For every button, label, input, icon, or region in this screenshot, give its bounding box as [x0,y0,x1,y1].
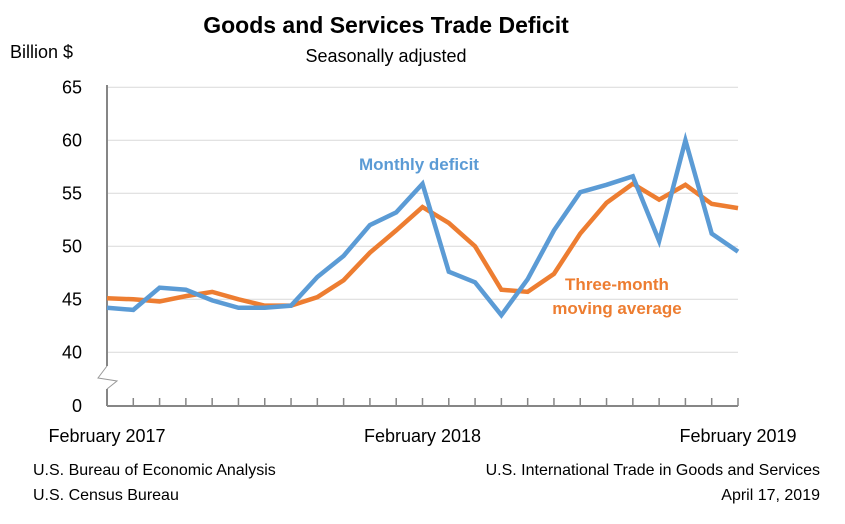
y-tick-label: 60 [62,130,82,150]
x-tick-label: February 2017 [48,426,165,446]
x-tick-label: February 2019 [679,426,796,446]
footer-source-bea: U.S. Bureau of Economic Analysis [33,462,276,479]
y-tick-label: 65 [62,77,82,97]
y-tick-label: 0 [72,396,82,416]
y-tick-label: 45 [62,289,82,309]
footer-source-census: U.S. Census Bureau [33,487,179,504]
series-label-monthly-deficit: Monthly deficit [359,155,479,174]
axis-break-icon [97,365,119,390]
chart-subtitle: Seasonally adjusted [305,46,467,66]
y-tick-label: 50 [62,236,82,256]
y-tick-label: 40 [62,342,82,362]
chart-title: Goods and Services Trade Deficit [203,12,569,38]
footer-release-date: April 17, 2019 [721,487,820,504]
x-tick-label: February 2018 [364,426,481,446]
y-tick-label: 55 [62,183,82,203]
footer-release-title: U.S. International Trade in Goods and Se… [485,462,820,479]
y-axis-label: Billion $ [10,42,74,62]
series-label-three-month-average: Three-month [565,275,669,294]
series-label-three-month-average: moving average [552,299,681,318]
